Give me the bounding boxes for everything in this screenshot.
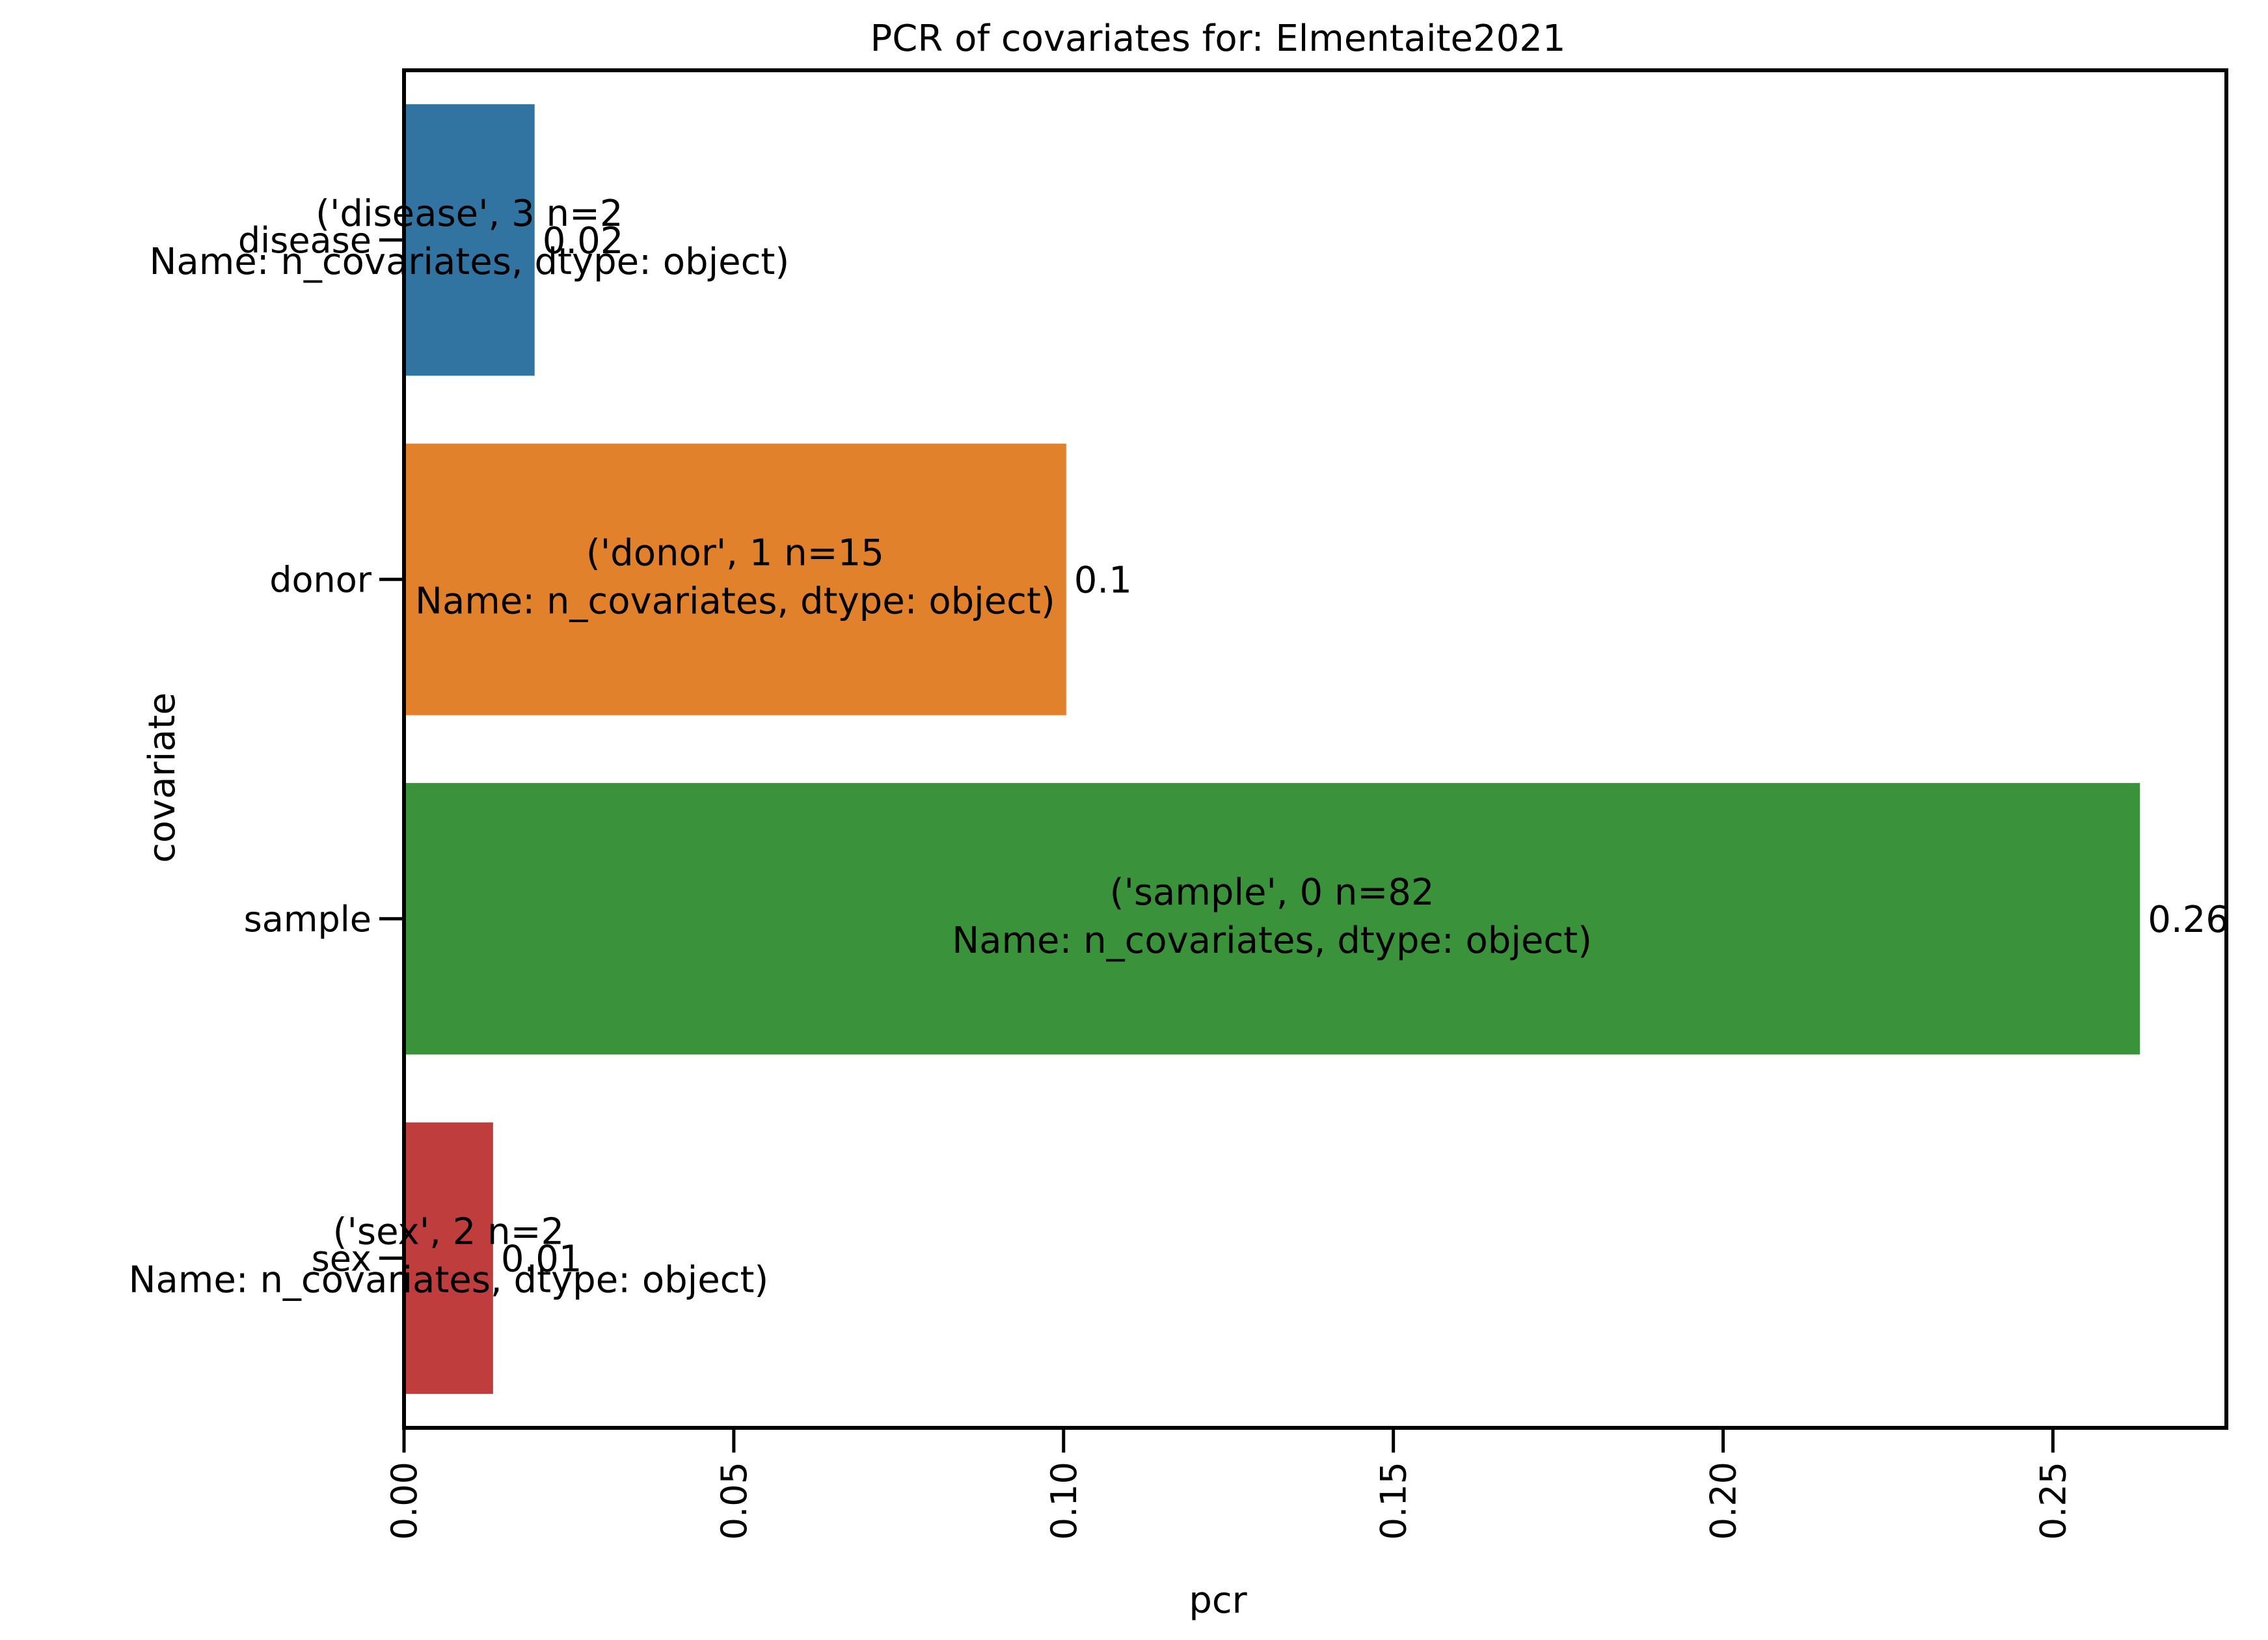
bar-sex [404, 1122, 493, 1394]
annotation-line1-sex: ('sex', 2 n=2 [333, 1210, 565, 1253]
value-label-sample: 0.26 [2148, 899, 2229, 941]
value-labels-group: 0.02 0.1 0.26 0.01 [501, 220, 2229, 1281]
plot-frame [402, 68, 2228, 1430]
x-tick-label-3: 0.15 [1373, 1462, 1414, 1540]
bar-disease [404, 104, 535, 376]
y-tick-label-sample: sample [244, 899, 371, 940]
bar-donor [404, 443, 1066, 715]
x-axis-label: pcr [1189, 1579, 1247, 1622]
y-axis-label: covariate [141, 692, 183, 863]
value-label-donor: 0.1 [1074, 559, 1132, 601]
value-label-disease: 0.02 [543, 220, 624, 262]
x-tick-label-1: 0.05 [714, 1462, 755, 1540]
annotation-line2-sex: Name: n_covariates, dtype: object) [129, 1259, 769, 1301]
y-tick-label-sex: sex [312, 1238, 371, 1279]
annotation-line1-sample: ('sample', 0 n=82 [1110, 871, 1435, 914]
value-label-sex: 0.01 [501, 1238, 582, 1280]
annotations-group: ('disease', 3 n=2 Name: n_covariates, dty… [129, 193, 1592, 1302]
y-axis: disease donor sample sex [238, 220, 404, 1279]
x-axis: 0.00 0.05 0.10 0.15 0.20 0.25 [384, 1428, 2073, 1540]
chart-title: PCR of covariates for: Elmentaite2021 [870, 18, 1565, 60]
bar-sample [404, 783, 2140, 1055]
annotation-line1-donor: ('donor', 1 n=15 [586, 532, 884, 574]
x-tick-label-0: 0.00 [384, 1462, 425, 1540]
annotation-line1-disease: ('disease', 3 n=2 [316, 193, 623, 235]
y-tick-label-donor: donor [269, 559, 372, 600]
y-tick-label-disease: disease [238, 220, 371, 261]
bars-group [404, 104, 2140, 1394]
annotation-line2-disease: Name: n_covariates, dtype: object) [150, 241, 790, 283]
x-tick-label-2: 0.10 [1044, 1462, 1085, 1540]
annotation-line2-donor: Name: n_covariates, dtype: object) [415, 580, 1055, 622]
annotation-line2-sample: Name: n_covariates, dtype: object) [952, 920, 1592, 962]
x-tick-label-5: 0.25 [2032, 1462, 2073, 1540]
x-tick-label-4: 0.20 [1703, 1462, 1744, 1540]
